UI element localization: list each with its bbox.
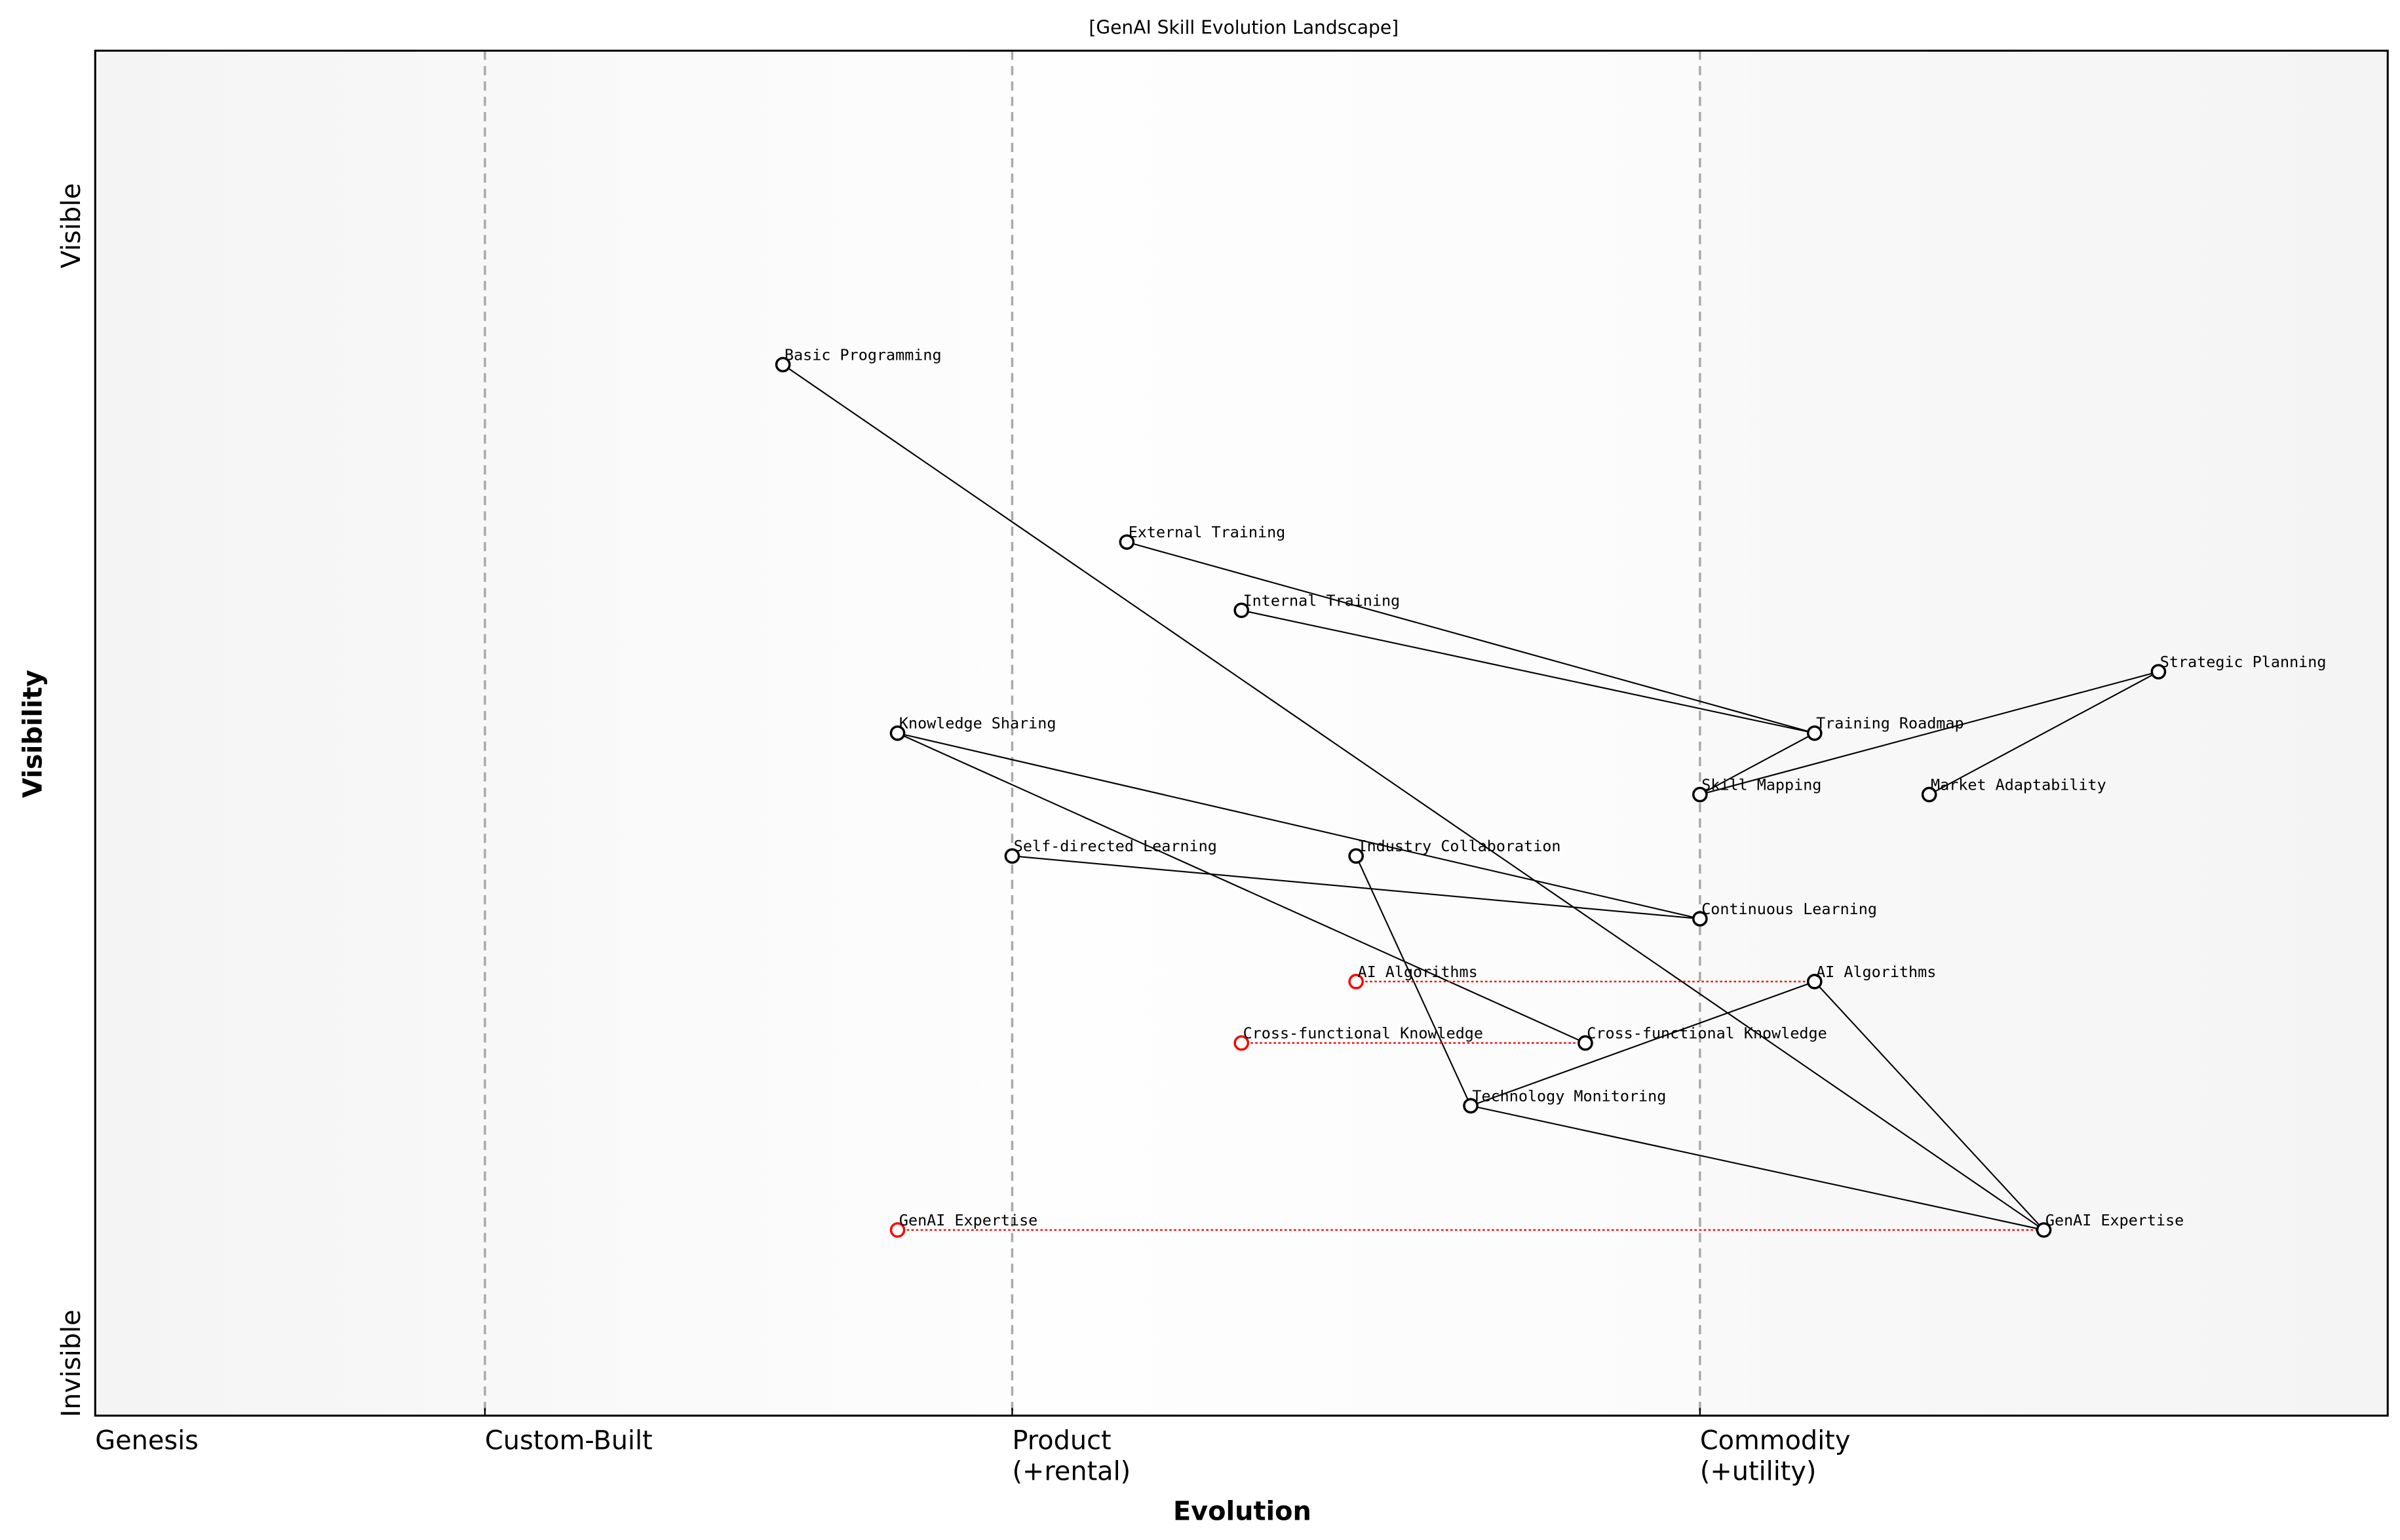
x-tick-label: (+rental) xyxy=(1012,1457,1131,1487)
component-label: External Training xyxy=(1129,523,1286,541)
component-label: AI Algorithms xyxy=(1358,963,1478,981)
x-axis-label: Evolution xyxy=(1173,1497,1311,1527)
component[interactable]: Skill Mapping xyxy=(1692,775,1822,803)
component[interactable]: GenAI Expertise xyxy=(2036,1211,2184,1238)
map-title: [GenAI Skill Evolution Landscape] xyxy=(1089,17,1399,39)
plot-frame xyxy=(94,49,2389,1417)
component-label: Internal Training xyxy=(1243,591,1401,609)
component-label: Skill Mapping xyxy=(1701,775,1821,794)
component-marker[interactable] xyxy=(1233,602,1250,619)
y-axis-top-label: Visible xyxy=(56,183,87,268)
component[interactable]: AI Algorithms xyxy=(1806,963,1937,990)
component[interactable]: Cross-functional Knowledge xyxy=(1577,1024,1827,1051)
component-label: AI Algorithms xyxy=(1816,963,1936,981)
dependency-link xyxy=(1127,541,1815,734)
component-label: Market Adaptability xyxy=(1931,775,2106,794)
component-label: Training Roadmap xyxy=(1816,714,1964,733)
component[interactable]: External Training xyxy=(1119,523,1286,550)
component-marker[interactable] xyxy=(1921,786,1937,803)
component-marker[interactable] xyxy=(1119,534,1135,550)
component-marker[interactable] xyxy=(775,356,791,373)
evolved-from-component[interactable]: AI Algorithms xyxy=(1348,963,1478,990)
component-marker[interactable] xyxy=(2036,1222,2052,1238)
dependency-link xyxy=(1929,671,2159,796)
component-label: GenAI Expertise xyxy=(2045,1211,2184,1229)
component-marker[interactable] xyxy=(1233,1035,1250,1051)
component-label: Self-directed Learning xyxy=(1014,837,1217,855)
x-tick-label: Custom-Built xyxy=(485,1426,653,1456)
dependency-link xyxy=(1012,855,1700,920)
dependency-link xyxy=(1699,732,1815,796)
stage-bg-custom xyxy=(485,50,1012,1416)
component[interactable]: Internal Training xyxy=(1233,591,1401,619)
component-marker[interactable] xyxy=(889,1222,906,1238)
component[interactable]: Training Roadmap xyxy=(1806,714,1964,741)
component-label: Basic Programming xyxy=(784,345,942,364)
x-axis-stages: Genesis Custom-Built Product(+rental) Commo… xyxy=(95,1408,1851,1487)
component[interactable]: Market Adaptability xyxy=(1921,775,2106,803)
component-label: Cross-functional Knowledge xyxy=(1587,1024,1827,1043)
component-label: Technology Monitoring xyxy=(1472,1087,1666,1105)
component-marker[interactable] xyxy=(1463,1098,1479,1114)
component-marker[interactable] xyxy=(1692,911,1708,927)
links xyxy=(783,364,2159,1231)
component[interactable]: Strategic Planning xyxy=(2150,653,2327,680)
x-tick-label: Commodity xyxy=(1700,1426,1851,1456)
component-marker[interactable] xyxy=(1806,725,1823,741)
component-label: Continuous Learning xyxy=(1701,900,1877,918)
component-label: GenAI Expertise xyxy=(899,1211,1037,1229)
x-tick-label: Product xyxy=(1012,1426,1111,1456)
stage-lines xyxy=(484,50,1701,1416)
y-axis-bottom-label: Invisible xyxy=(56,1309,87,1417)
components: AI Algorithms Cross-functional Knowledge G… xyxy=(775,345,2327,1238)
stage-bg-product xyxy=(1011,50,1700,1416)
component-marker[interactable] xyxy=(1692,786,1708,803)
component-marker[interactable] xyxy=(2150,664,2167,680)
component[interactable]: Continuous Learning xyxy=(1692,900,1877,927)
component-label: Cross-functional Knowledge xyxy=(1243,1024,1483,1043)
component[interactable]: Self-directed Learning xyxy=(1004,837,1217,864)
component-marker[interactable] xyxy=(889,725,906,741)
component-label: Industry Collaboration xyxy=(1358,837,1561,855)
dependency-link xyxy=(897,732,1701,920)
dependency-link xyxy=(897,732,1586,1044)
component-label: Knowledge Sharing xyxy=(899,714,1056,733)
component-label: Strategic Planning xyxy=(2160,653,2327,671)
stage-backgrounds xyxy=(95,50,2388,1416)
component-marker[interactable] xyxy=(1577,1035,1593,1051)
component[interactable]: Technology Monitoring xyxy=(1463,1087,1666,1114)
component-marker[interactable] xyxy=(1004,848,1020,864)
dependency-link xyxy=(1813,981,2045,1231)
component[interactable]: Basic Programming xyxy=(775,345,942,373)
dependency-link xyxy=(1699,671,2159,796)
component[interactable]: Industry Collaboration xyxy=(1348,837,1561,864)
evolved-from-component[interactable]: GenAI Expertise xyxy=(889,1211,1037,1238)
evolved-from-component[interactable]: Cross-functional Knowledge xyxy=(1233,1024,1483,1051)
component[interactable]: Knowledge Sharing xyxy=(889,714,1056,741)
component-marker[interactable] xyxy=(1348,848,1364,864)
x-tick-label: Genesis xyxy=(95,1426,199,1456)
dependency-link xyxy=(1470,980,1815,1107)
evolution-lines xyxy=(897,980,2044,1231)
dependency-link xyxy=(1241,609,1815,734)
component-marker[interactable] xyxy=(1348,974,1364,990)
y-axis-label: Visibility xyxy=(18,670,48,798)
x-tick-label: (+utility) xyxy=(1700,1457,1817,1487)
dependency-link xyxy=(783,364,2045,1231)
dependency-link xyxy=(1470,1105,2044,1231)
component-marker[interactable] xyxy=(1806,974,1823,990)
stage-bg-genesis xyxy=(95,50,486,1416)
